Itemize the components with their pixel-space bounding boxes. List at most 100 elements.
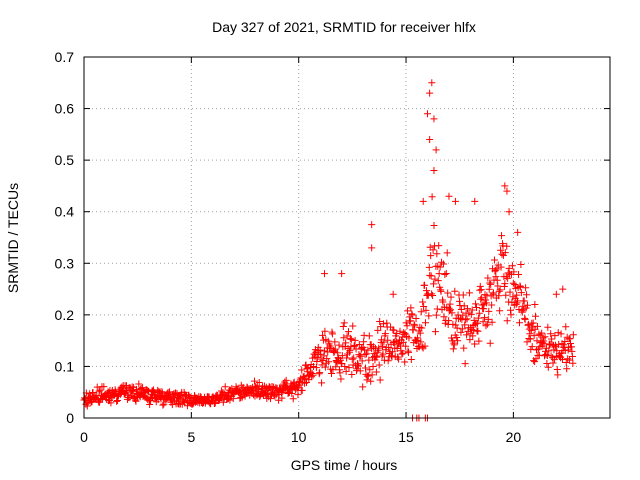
data-point [511, 281, 519, 289]
data-point [504, 269, 512, 277]
data-point [538, 329, 546, 337]
data-point [403, 322, 411, 330]
data-point [508, 262, 516, 270]
data-point [430, 280, 438, 288]
data-point [421, 281, 429, 289]
data-point [486, 279, 494, 287]
data-point [460, 344, 468, 352]
data-point [345, 364, 353, 372]
data-point [289, 395, 297, 403]
data-point [475, 337, 483, 345]
data-point [356, 367, 364, 375]
data-point [380, 356, 388, 364]
data-point [300, 373, 308, 381]
data-point [491, 266, 499, 274]
data-point [490, 289, 498, 297]
data-point [473, 319, 481, 327]
data-point [461, 360, 469, 368]
data-point [516, 283, 524, 291]
x-axis-label: GPS time / hours [291, 457, 398, 473]
data-point [463, 331, 471, 339]
plot-frame [83, 56, 611, 419]
data-point [360, 331, 368, 339]
data-point [331, 345, 339, 353]
data-point [441, 271, 449, 279]
data-point [409, 326, 417, 334]
data-point [357, 352, 365, 360]
data-point [498, 232, 506, 240]
data-point [95, 387, 103, 395]
data-point [496, 307, 504, 315]
data-point [457, 328, 465, 336]
data-point [514, 228, 522, 236]
data-point [251, 377, 259, 385]
data-point [497, 246, 505, 254]
data-point [553, 347, 561, 355]
data-point [501, 249, 509, 257]
data-point [374, 326, 382, 334]
data-point [160, 400, 168, 408]
data-point [448, 309, 456, 317]
data-point [308, 370, 316, 378]
data-point [506, 288, 514, 296]
data-point [121, 390, 129, 398]
data-point [100, 383, 108, 391]
data-point [431, 275, 439, 283]
data-point [255, 386, 263, 394]
data-point [368, 221, 376, 229]
data-point [135, 380, 143, 388]
data-point [298, 386, 306, 394]
data-point [473, 304, 481, 312]
data-point [384, 336, 392, 344]
data-point [340, 319, 348, 327]
data-point [399, 349, 407, 357]
data-point [558, 355, 566, 363]
data-point [547, 330, 555, 338]
data-point [360, 338, 368, 346]
data-point [435, 270, 443, 278]
data-point [255, 379, 263, 387]
data-point [411, 322, 419, 330]
data-point [515, 319, 523, 327]
data-point [354, 362, 362, 370]
data-point [429, 292, 437, 300]
data-point [503, 242, 511, 250]
data-point [483, 320, 491, 328]
data-point [433, 250, 441, 258]
data-point [419, 298, 427, 306]
data-point [253, 391, 261, 399]
data-point [497, 263, 505, 271]
data-point [569, 331, 577, 339]
data-point [137, 384, 145, 392]
data-point [325, 358, 333, 366]
data-point [279, 387, 287, 395]
data-point [554, 329, 562, 337]
data-point [418, 343, 426, 351]
data-point [349, 322, 357, 330]
data-point [355, 340, 363, 348]
data-point [447, 306, 455, 314]
data-point [484, 274, 492, 282]
data-point [488, 301, 496, 309]
data-point [477, 295, 485, 303]
data-point [404, 348, 412, 356]
data-point [379, 343, 387, 351]
data-point [478, 294, 486, 302]
data-point [421, 319, 429, 327]
data-point [501, 280, 509, 288]
data-point [402, 342, 410, 350]
data-point [425, 263, 433, 271]
data-points [80, 79, 577, 422]
data-point [482, 322, 490, 330]
data-point [336, 356, 344, 364]
data-point [419, 197, 427, 205]
data-point [444, 289, 452, 297]
data-point [512, 300, 520, 308]
data-point [426, 89, 434, 97]
data-point [132, 397, 140, 405]
data-point [379, 350, 387, 358]
data-point [523, 291, 531, 299]
data-point [530, 332, 538, 340]
data-point [465, 289, 473, 297]
data-point [346, 346, 354, 354]
